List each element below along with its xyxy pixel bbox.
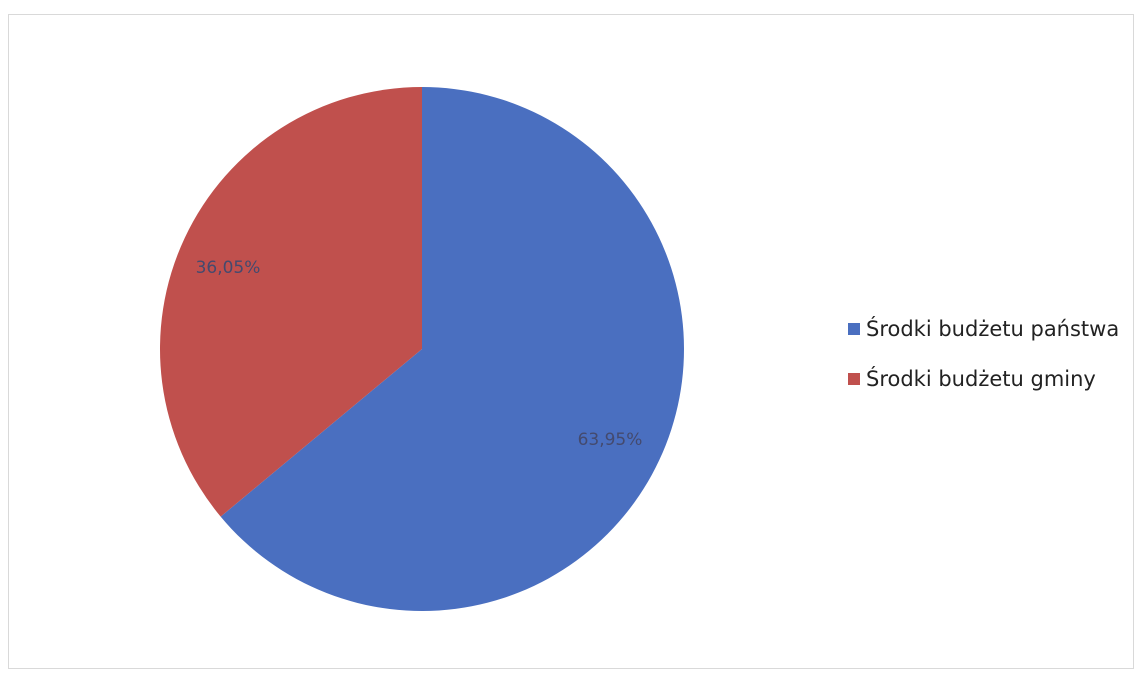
- legend-item-gminy: Środki budżetu gminy: [848, 362, 1119, 396]
- legend-label-panstwa: Środki budżetu państwa: [866, 317, 1120, 341]
- legend-label-gminy: Środki budżetu gminy: [866, 367, 1096, 391]
- pie-slice-0: [220, 87, 684, 611]
- pie-slice-1: [159, 86, 422, 517]
- pie-data-labels: 63,95% 36,05%: [196, 258, 643, 450]
- legend-item-panstwa: Środki budżetu państwa: [848, 312, 1119, 346]
- legend-swatch-panstwa: [848, 323, 860, 335]
- legend-swatch-gminy: [848, 373, 860, 385]
- legend: Środki budżetu państwa Środki budżetu gm…: [848, 312, 1119, 412]
- pie-slices: [159, 86, 684, 611]
- data-label-0: 63,95%: [578, 430, 643, 450]
- data-label-1: 36,05%: [196, 258, 261, 278]
